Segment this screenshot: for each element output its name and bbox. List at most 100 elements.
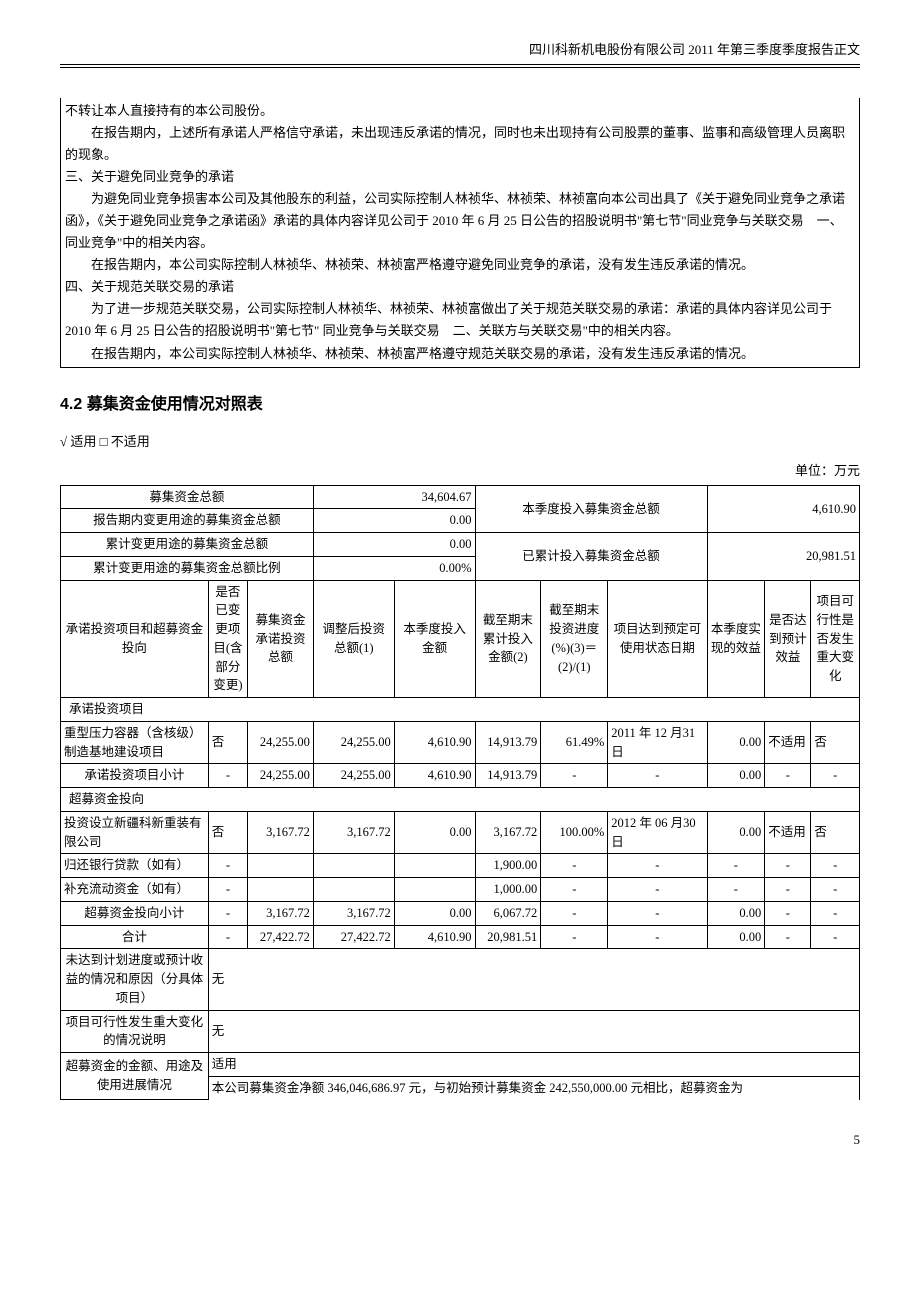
cell: 投资设立新疆科新重装有限公司 [61,811,209,854]
section-label: 超募资金投向 [61,788,860,812]
cell: - [811,901,860,925]
cell: - [811,854,860,878]
cell: 4,610.90 [394,721,475,764]
table-row: 重型压力容器（含核级）制造基地建设项目 否 24,255.00 24,255.0… [61,721,860,764]
col-header: 截至期末投资进度(%)(3)＝(2)/(1) [541,580,608,698]
cell: - [608,854,707,878]
text-line: 在报告期内，上述所有承诺人严格信守承诺，未出现违反承诺的情况，同时也未出现持有公… [65,122,855,166]
cell-label: 未达到计划进度或预计收益的情况和原因（分具体项目） [61,949,209,1010]
col-header: 募集资金承诺投资总额 [248,580,314,698]
fund-usage-table: 募集资金总额 34,604.67 本季度投入募集资金总额 4,610.90 报告… [60,485,860,1101]
cell: 4,610.90 [394,764,475,788]
cell: - [811,764,860,788]
cell: - [765,901,811,925]
cell: 2011 年 12 月31 日 [608,721,707,764]
cell-label: 报告期内变更用途的募集资金总额 [61,509,314,533]
cell: 0.00 [707,764,765,788]
cell [248,878,314,902]
table-row: 合计 - 27,422.72 27,422.72 4,610.90 20,981… [61,925,860,949]
table-section-row: 超募资金投向 [61,788,860,812]
cell [313,854,394,878]
table-row: 超募资金投向小计 - 3,167.72 3,167.72 0.00 6,067.… [61,901,860,925]
cell: - [541,764,608,788]
cell [313,878,394,902]
cell-label: 超募资金的金额、用途及使用进展情况 [61,1053,209,1100]
cell: - [208,878,247,902]
cell [248,854,314,878]
cell: 1,900.00 [475,854,541,878]
cell: - [208,925,247,949]
cell: 0.00 [394,811,475,854]
cell: 归还银行贷款（如有） [61,854,209,878]
cell: 4,610.90 [394,925,475,949]
cell: 0.00 [707,925,765,949]
table-row: 累计变更用途的募集资金总额 0.00 已累计投入募集资金总额 20,981.51 [61,533,860,557]
cell: - [541,925,608,949]
cell-value: 本公司募集资金净额 346,046,686.97 元，与初始预计募集资金 242… [208,1076,859,1099]
cell: - [811,878,860,902]
cell: 2012 年 06 月30 日 [608,811,707,854]
cell: 0.00 [707,721,765,764]
text-line: 为避免同业竞争损害本公司及其他股东的利益，公司实际控制人林祯华、林祯荣、林祯富向… [65,188,855,254]
cell: - [765,878,811,902]
cell-label: 已累计投入募集资金总额 [475,533,707,581]
cell: 1,000.00 [475,878,541,902]
cell: - [608,878,707,902]
cell: 3,167.72 [313,811,394,854]
cell: 补充流动资金（如有） [61,878,209,902]
cell: 27,422.72 [313,925,394,949]
cell-value: 34,604.67 [313,485,475,509]
cell: - [608,764,707,788]
cell: 否 [208,721,247,764]
commitment-text-block: 不转让本人直接持有的本公司股份。 在报告期内，上述所有承诺人严格信守承诺，未出现… [60,98,860,368]
table-section-row: 承诺投资项目 [61,698,860,722]
cell: 14,913.79 [475,721,541,764]
cell: 24,255.00 [313,721,394,764]
header-underline [60,67,860,68]
cell: - [208,901,247,925]
col-header: 本季度实现的效益 [707,580,765,698]
text-line: 在报告期内，本公司实际控制人林祯华、林祯荣、林祯富严格遵守规范关联交易的承诺，没… [65,343,855,365]
cell: - [208,764,247,788]
cell: 3,167.72 [248,901,314,925]
table-header-row: 承诺投资项目和超募资金投向 是否已变更项目(含部分变更) 募集资金承诺投资总额 … [61,580,860,698]
cell-value: 20,981.51 [707,533,859,581]
cell [394,878,475,902]
cell-label: 募集资金总额 [61,485,314,509]
text-line: 在报告期内，本公司实际控制人林祯华、林祯荣、林祯富严格遵守避免同业竞争的承诺，没… [65,254,855,276]
cell-value: 适用 [208,1053,859,1077]
page-header: 四川科新机电股份有限公司 2011 年第三季度季度报告正文 [60,40,860,65]
cell: 24,255.00 [248,764,314,788]
col-header: 是否已变更项目(含部分变更) [208,580,247,698]
cell: 0.00 [707,811,765,854]
cell: 合计 [61,925,209,949]
cell: 27,422.72 [248,925,314,949]
cell-label: 本季度投入募集资金总额 [475,485,707,533]
text-line: 为了进一步规范关联交易，公司实际控制人林祯华、林祯荣、林祯富做出了关于规范关联交… [65,298,855,342]
cell [394,854,475,878]
cell: - [208,854,247,878]
cell-value: 0.00% [313,556,475,580]
section-title-4-2: 4.2 募集资金使用情况对照表 [60,393,860,417]
cell: 14,913.79 [475,764,541,788]
cell: 3,167.72 [475,811,541,854]
cell-value: 无 [208,1010,859,1053]
cell: - [765,925,811,949]
cell: - [765,764,811,788]
cell: 不适用 [765,811,811,854]
col-header: 是否达到预计效益 [765,580,811,698]
cell: 0.00 [394,901,475,925]
cell: - [765,854,811,878]
cell: 3,167.72 [248,811,314,854]
cell: - [541,854,608,878]
cell: 否 [811,811,860,854]
cell-label: 项目可行性发生重大变化的情况说明 [61,1010,209,1053]
table-row: 归还银行贷款（如有） - 1,900.00 - - - - - [61,854,860,878]
cell: 否 [208,811,247,854]
cell-value: 0.00 [313,509,475,533]
cell: 不适用 [765,721,811,764]
table-row: 承诺投资项目小计 - 24,255.00 24,255.00 4,610.90 … [61,764,860,788]
cell: 6,067.72 [475,901,541,925]
table-row: 补充流动资金（如有） - 1,000.00 - - - - - [61,878,860,902]
cell: 3,167.72 [313,901,394,925]
